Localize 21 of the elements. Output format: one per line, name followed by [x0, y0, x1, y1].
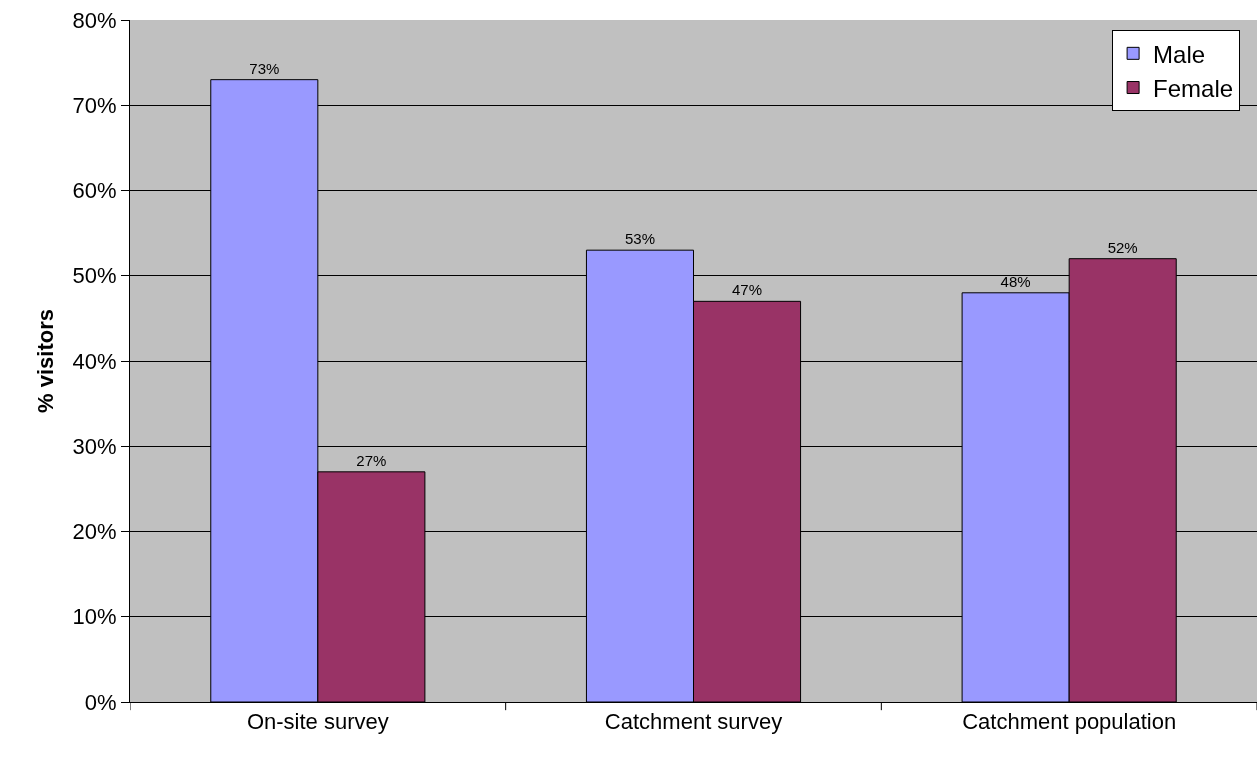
data-label: 47%	[732, 281, 763, 299]
y-tick-label: 50%	[72, 263, 117, 289]
data-label: 53%	[624, 230, 655, 248]
data-label: 27%	[356, 451, 387, 469]
y-tick-label: 0%	[84, 689, 117, 715]
x-tick-label: Catchment population	[962, 709, 1177, 735]
y-tick-label: 30%	[72, 433, 117, 459]
y-axis-title: % visitors	[33, 309, 59, 413]
y-tick-label: 60%	[72, 178, 117, 204]
data-label: 73%	[249, 59, 280, 77]
data-label: 52%	[1107, 238, 1138, 256]
x-tick-label: Catchment survey	[604, 709, 783, 735]
y-tick-label: 40%	[72, 348, 117, 374]
legend-label: Female	[1153, 74, 1234, 102]
x-tick-label: On-site survey	[246, 709, 389, 735]
y-tick-label: 20%	[72, 519, 117, 545]
y-tick-label: 10%	[72, 604, 117, 630]
legend-label: Male	[1153, 40, 1206, 68]
y-tick-label: 70%	[72, 92, 117, 118]
y-tick-label: 80%	[72, 7, 117, 33]
data-label: 48%	[1000, 272, 1031, 290]
